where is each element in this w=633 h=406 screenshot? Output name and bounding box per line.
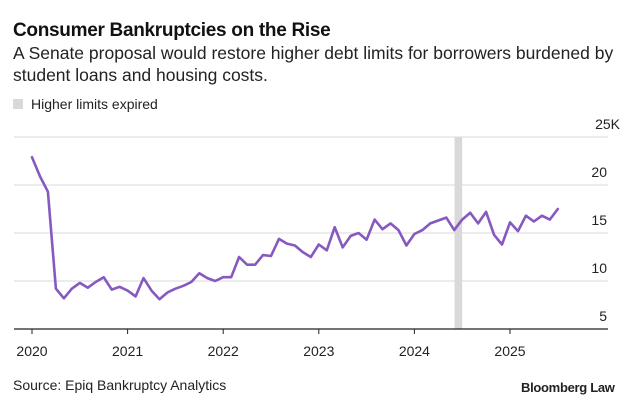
chart-subtitle: A Senate proposal would restore higher d… (13, 43, 614, 85)
x-tick-label: 2022 (208, 343, 239, 359)
brand-logo: Bloomberg Law (521, 380, 615, 395)
x-tick-label: 2023 (303, 343, 334, 359)
source-note: Source: Epiq Bankruptcy Analytics (13, 377, 227, 393)
y-tick-label: 15 (591, 212, 607, 228)
x-tick-label: 2025 (494, 343, 525, 359)
chart-title: Consumer Bankruptcies on the Rise (13, 20, 331, 41)
y-tick-label: 20 (591, 164, 607, 180)
x-tick-label: 2020 (16, 343, 47, 359)
x-tick-label: 2021 (112, 343, 143, 359)
y-tick-label: 25K (595, 116, 621, 132)
legend-swatch (13, 99, 23, 109)
legend-label: Higher limits expired (31, 96, 158, 112)
legend: Higher limits expired (13, 96, 158, 112)
y-tick-label: 5 (599, 308, 607, 324)
series-line (30, 155, 560, 301)
shaded-region-higher-limits-expired (454, 137, 463, 329)
y-tick-label: 10 (591, 260, 607, 276)
x-tick-label: 2024 (399, 343, 430, 359)
